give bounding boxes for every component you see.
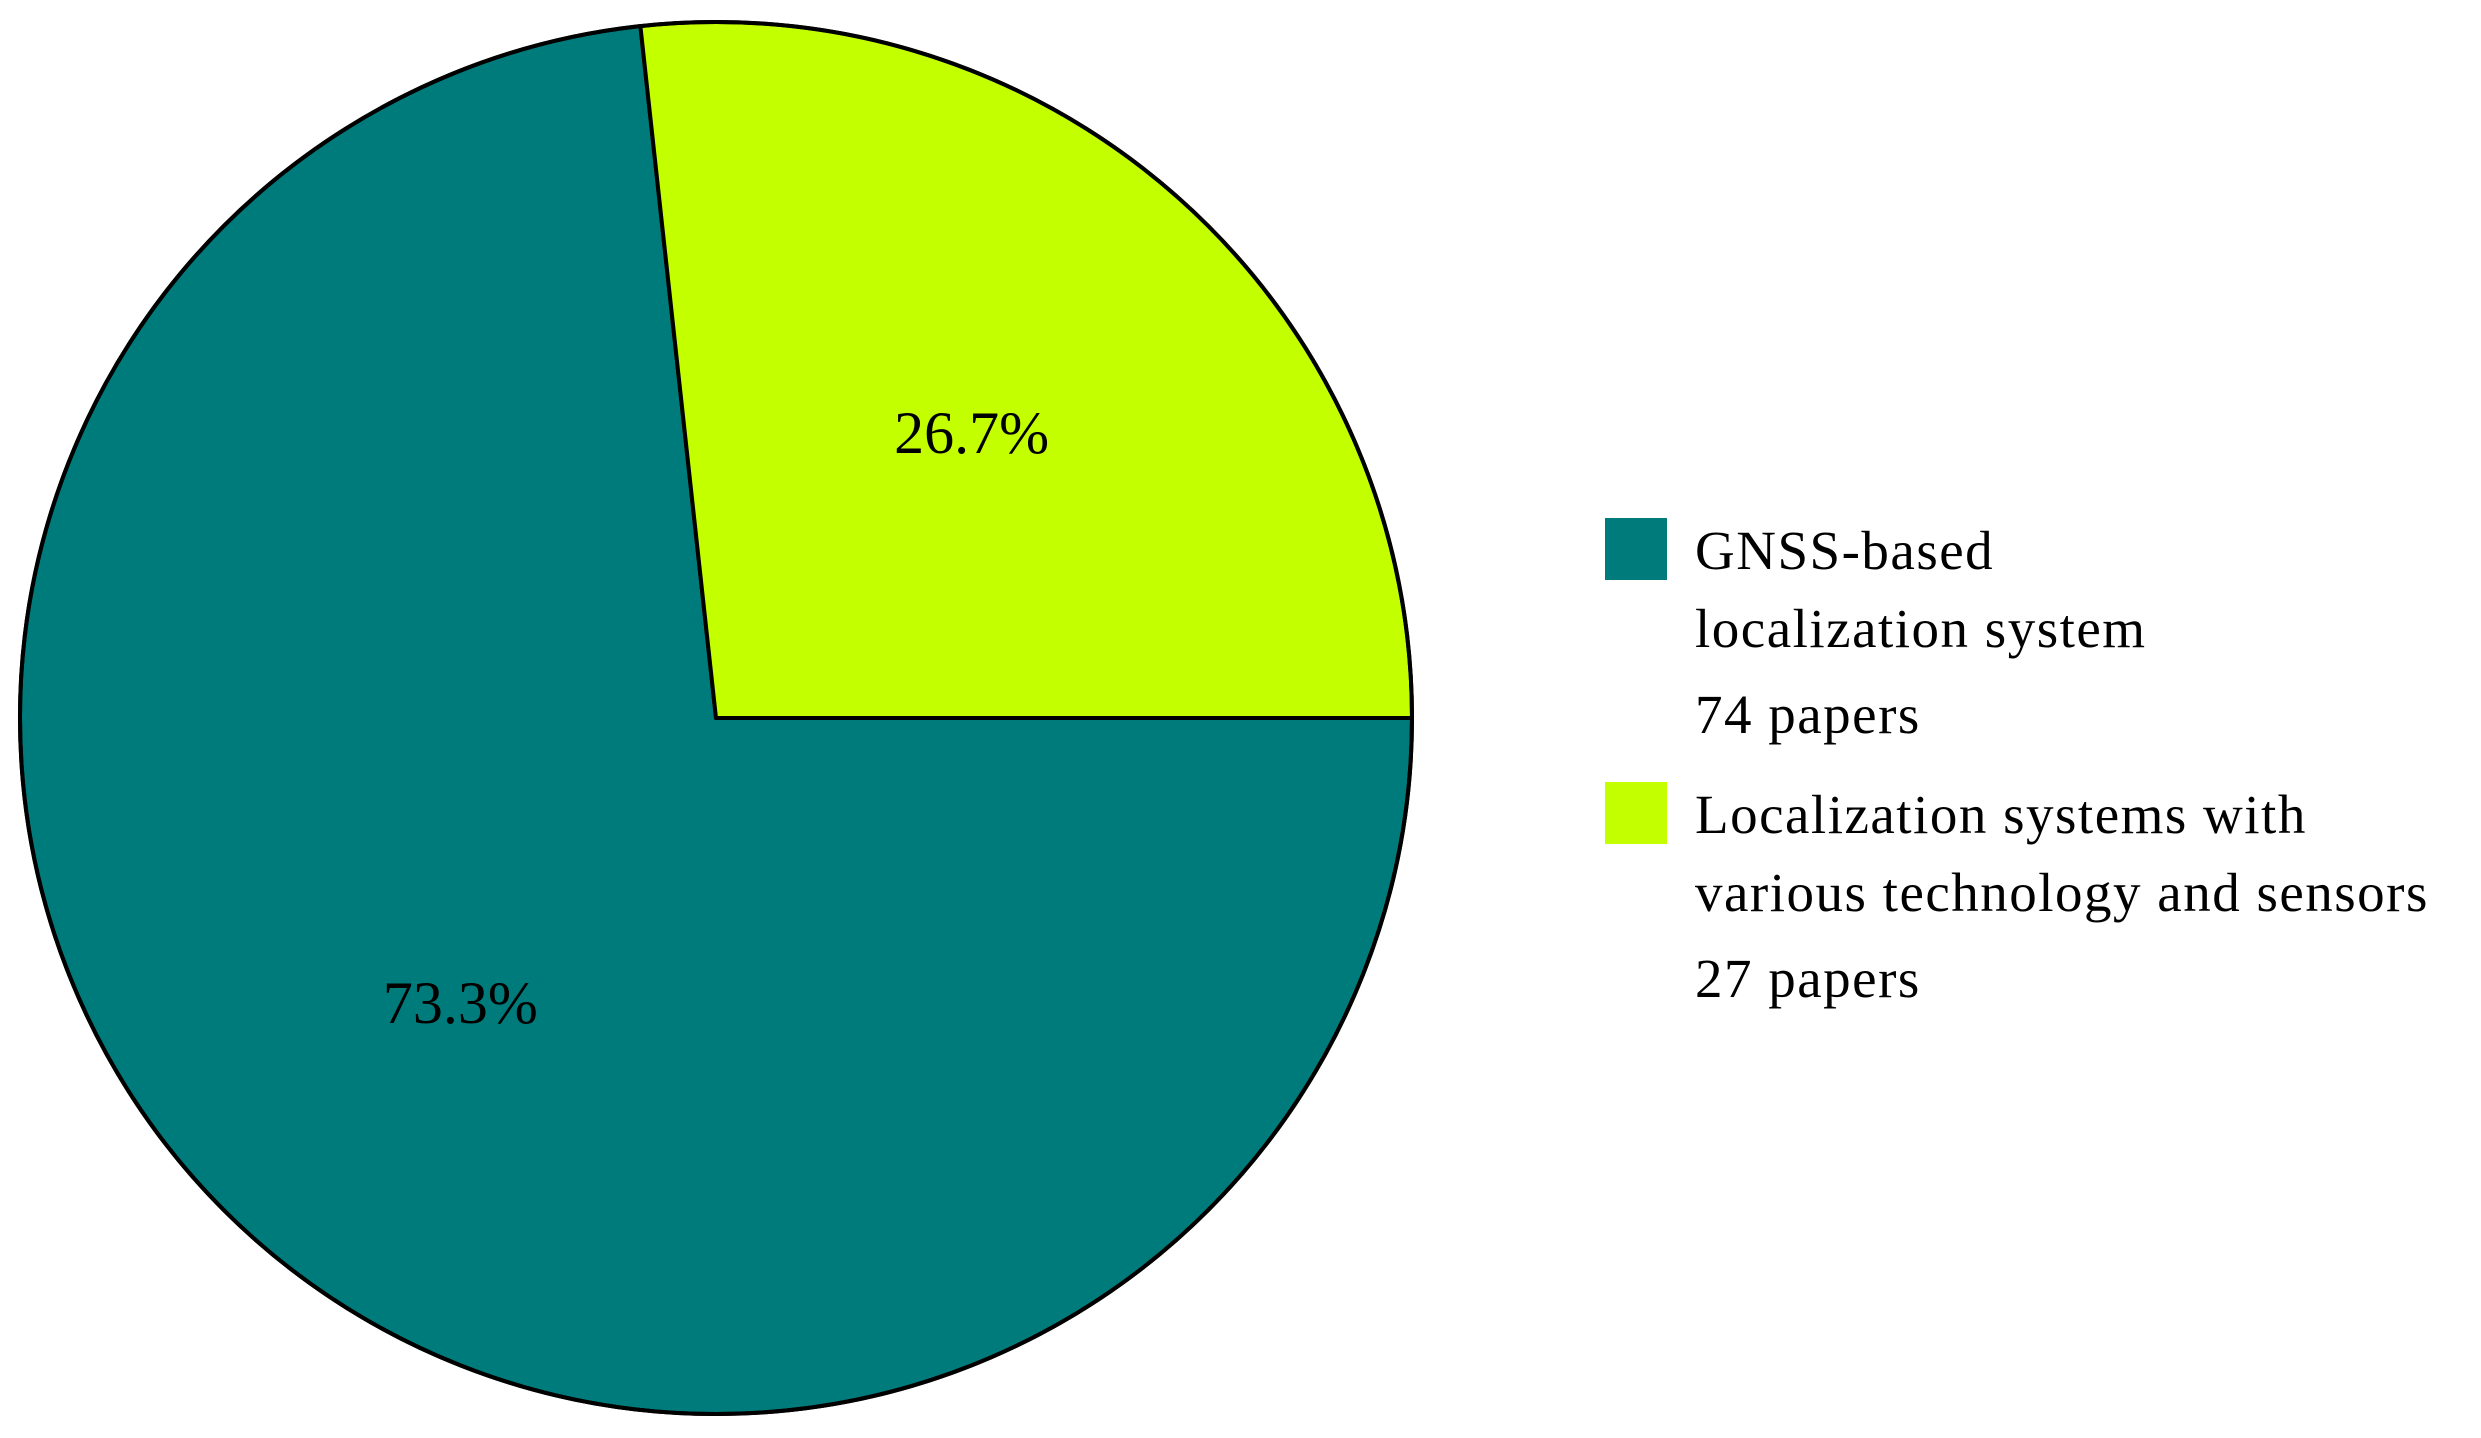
pie-outline <box>18 20 1414 1416</box>
pie-slice-various <box>638 20 1414 720</box>
legend-item-gnss: GNSS-based localization system 74 papers <box>1605 512 2475 754</box>
legend-label-gnss-line-2: localization system <box>1695 598 2147 659</box>
pie-percent-label-gnss: 73.3% <box>383 970 538 1036</box>
legend-label-gnss-line-1: GNSS-based <box>1695 520 1995 581</box>
legend-count-various: 27 papers <box>1695 948 1921 1009</box>
legend-count-gnss: 74 papers <box>1695 684 1921 745</box>
pie-slices <box>18 20 1414 1416</box>
pie-percent-labels: 73.3% 26.7% <box>383 400 1049 1036</box>
legend-label-various-line-1: Localization systems with <box>1695 784 2307 845</box>
legend-item-various: Localization systems with various techno… <box>1605 776 2475 1018</box>
pie-percent-label-various: 26.7% <box>894 400 1049 466</box>
legend-swatch-gnss <box>1605 518 1667 580</box>
legend-swatch-various <box>1605 782 1667 844</box>
legend-label-various-line-2: various technology and sensors <box>1695 862 2429 923</box>
legend: GNSS-based localization system 74 papers… <box>1605 512 2475 1018</box>
